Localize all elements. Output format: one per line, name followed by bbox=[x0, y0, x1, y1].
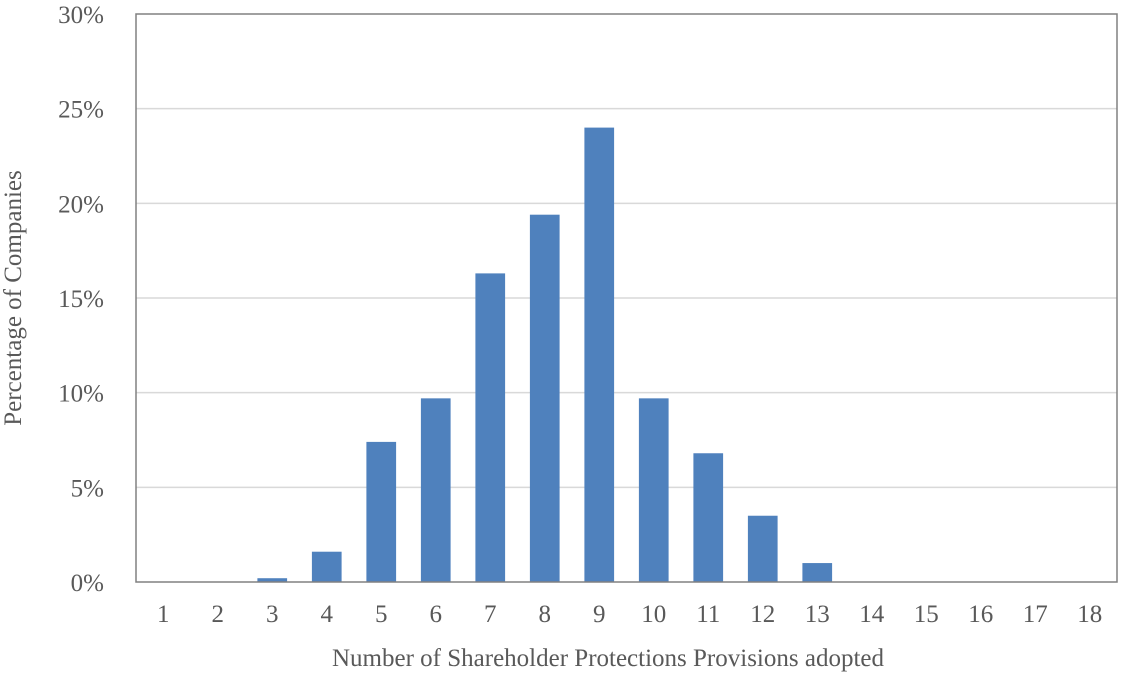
bar-7 bbox=[475, 273, 506, 582]
x-tick-label: 11 bbox=[696, 601, 720, 628]
x-tick-label: 10 bbox=[641, 601, 666, 628]
x-tick-label: 9 bbox=[593, 601, 606, 628]
bar-13 bbox=[802, 563, 833, 582]
x-tick-label: 7 bbox=[484, 601, 497, 628]
plot-frame bbox=[135, 13, 1118, 583]
bar-9 bbox=[584, 127, 615, 582]
gridlines bbox=[136, 107, 1117, 489]
y-tick-label: 30% bbox=[58, 2, 104, 29]
x-tick-label: 8 bbox=[539, 601, 552, 628]
x-tick-label: 13 bbox=[805, 601, 830, 628]
x-tick-labels: 1 2 3 4 5 6 7 8 9 10 11 12 13 14 15 16 17 18 bbox=[157, 601, 1102, 628]
x-tick-label: 3 bbox=[266, 601, 279, 628]
x-tick-label: 15 bbox=[914, 601, 939, 628]
bar-5 bbox=[366, 441, 397, 582]
x-tick-label: 2 bbox=[212, 601, 225, 628]
x-tick-label: 6 bbox=[430, 601, 443, 628]
y-tick-label: 0% bbox=[71, 570, 104, 597]
x-tick-label: 18 bbox=[1077, 601, 1102, 628]
x-tick-label: 4 bbox=[321, 601, 334, 628]
y-tick-label: 20% bbox=[58, 191, 104, 218]
bar-10 bbox=[638, 398, 669, 582]
x-tick-label: 14 bbox=[859, 601, 885, 628]
bar-6 bbox=[420, 398, 451, 582]
y-axis-title: Percentage of Companies bbox=[0, 170, 27, 425]
x-tick-label: 12 bbox=[750, 601, 775, 628]
x-axis-title: Number of Shareholder Protections Provis… bbox=[332, 645, 884, 672]
bar-11 bbox=[693, 453, 724, 582]
y-tick-label: 15% bbox=[58, 286, 104, 313]
y-tick-label: 10% bbox=[58, 381, 104, 408]
bar-8 bbox=[529, 214, 560, 582]
x-tick-label: 5 bbox=[375, 601, 388, 628]
x-tick-label: 17 bbox=[1023, 601, 1048, 628]
y-tick-label: 5% bbox=[71, 475, 104, 502]
y-tick-labels: 0% 5% 10% 15% 20% 25% 30% bbox=[58, 2, 104, 597]
x-tick-label: 16 bbox=[968, 601, 993, 628]
x-tick-label: 1 bbox=[157, 601, 170, 628]
bar-4 bbox=[311, 551, 342, 582]
y-tick-label: 25% bbox=[58, 97, 104, 124]
bar-3 bbox=[257, 578, 288, 582]
bars bbox=[257, 127, 833, 582]
bar-12 bbox=[747, 515, 778, 582]
